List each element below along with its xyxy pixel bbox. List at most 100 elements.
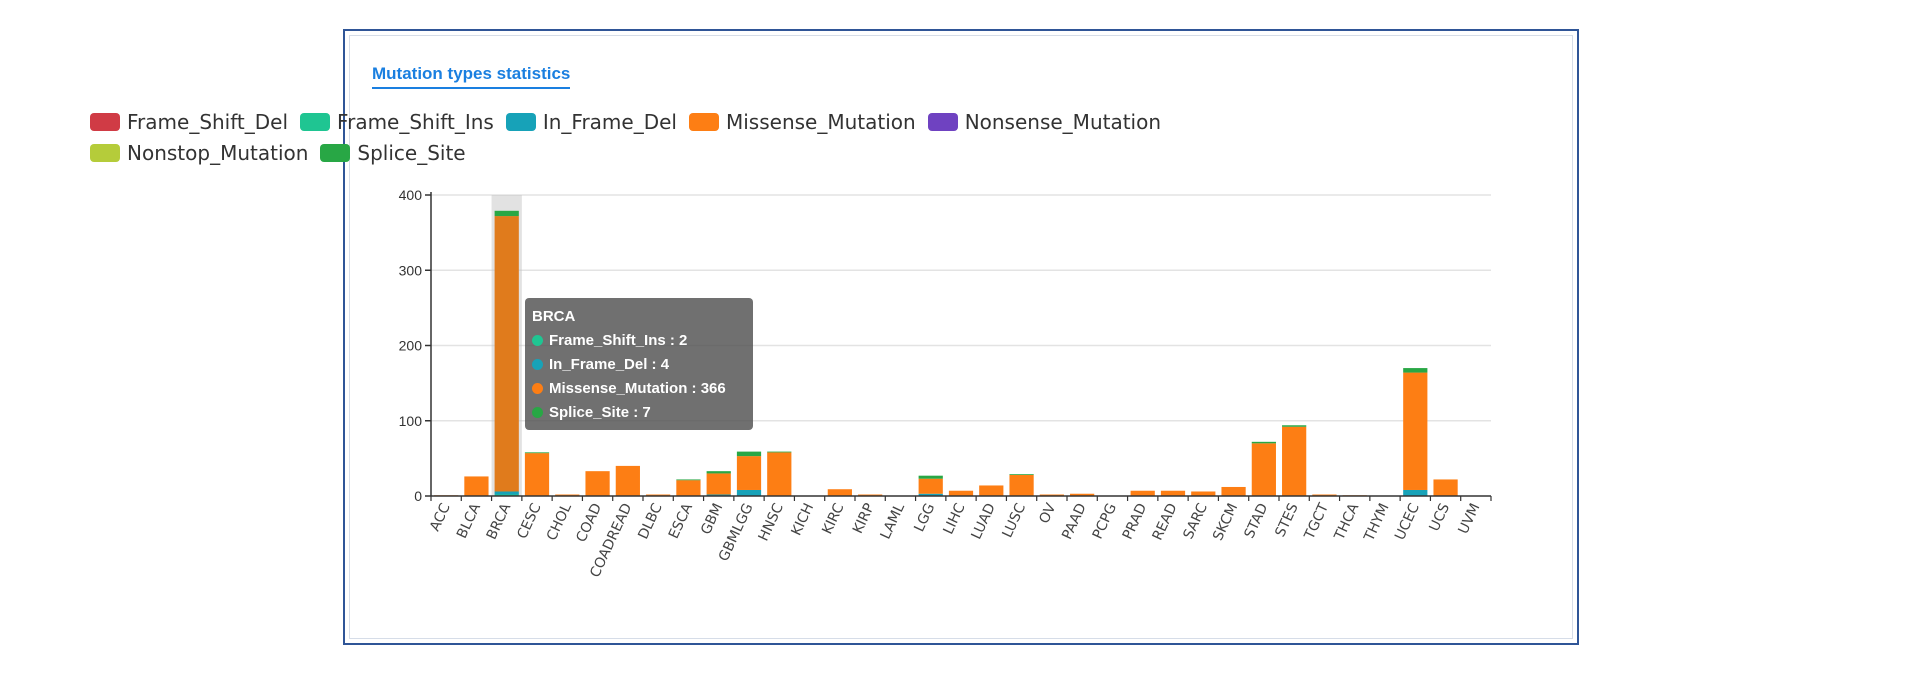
tooltip-dot: [532, 359, 543, 370]
x-tick-label: HNSC: [756, 501, 787, 544]
tooltip-dot: [532, 383, 543, 394]
tooltip-row: Splice_Site : 7: [532, 404, 651, 421]
legend-row-1: Frame_Shift_Del Frame_Shift_Ins In_Frame_D…: [90, 106, 1161, 137]
legend-swatch: [90, 143, 120, 162]
x-tick-label: KICH: [788, 501, 817, 538]
bar-chol-missense_mutation: [555, 494, 580, 496]
x-tick-label: PAAD: [1059, 501, 1090, 542]
legend-label: Frame_Shift_Del: [127, 109, 289, 134]
bar-ucs-missense_mutation: [1433, 479, 1458, 496]
bar-stad-splice_site: [1251, 441, 1276, 444]
x-tick-label: KIRP: [850, 501, 878, 536]
x-tick-label: STES: [1272, 501, 1301, 540]
bar-coadread-missense_mutation: [615, 465, 640, 496]
bar-lgg-in_frame_del: [918, 493, 943, 496]
bar-ov-missense_mutation: [1039, 494, 1064, 496]
legend-item-nonsense_mutation[interactable]: Nonsense_Mutation: [927, 109, 1162, 134]
bar-ucec-in_frame_del: [1403, 489, 1428, 496]
bar-blca-missense_mutation: [464, 476, 489, 496]
legend-item-frame_shift_del[interactable]: Frame_Shift_Del: [90, 110, 288, 134]
x-tick-label: CESC: [514, 501, 544, 542]
legend-label: Nonstop_Mutation: [127, 140, 309, 165]
bar-coad-missense_mutation: [585, 471, 610, 496]
legend-item-in_frame_del[interactable]: In_Frame_Del: [505, 109, 677, 134]
bar-gbm-splice_site: [706, 471, 731, 474]
x-tick-label: COAD: [573, 501, 605, 545]
x-tick-label: LGG: [911, 501, 938, 534]
bar-stad-missense_mutation: [1251, 443, 1276, 496]
bar-lihc-missense_mutation: [948, 490, 974, 496]
legend-swatch: [688, 112, 719, 131]
legend-item-frame_shift_ins[interactable]: Frame_Shift_Ins: [300, 110, 494, 134]
x-tick-label: BLCA: [454, 501, 484, 541]
bar-kirp-missense_mutation: [858, 494, 883, 496]
tooltip-title: BRCA: [532, 308, 576, 325]
x-tick-label: PCPG: [1090, 501, 1120, 542]
bar-gbmlgg-splice_site: [736, 451, 762, 457]
bar-lgg-missense_mutation: [918, 478, 943, 494]
x-tick-label: LUAD: [968, 501, 998, 542]
x-tick-label: ESCA: [666, 501, 696, 542]
x-tick-label: SKCM: [1210, 501, 1241, 543]
x-tick-label: CHOL: [544, 501, 575, 543]
legend-item-nonstop_mutation[interactable]: Nonstop_Mutation: [90, 141, 308, 165]
legend-swatch: [300, 112, 331, 131]
legend-label: Nonsense_Mutation: [964, 109, 1162, 134]
legend-item-splice_site[interactable]: Splice_Site: [320, 140, 466, 165]
x-tick-label: LUSC: [999, 501, 1029, 541]
x-tick-label: BRCA: [484, 501, 515, 543]
x-tick-label: DLBC: [635, 501, 666, 542]
legend-label: In_Frame_Del: [542, 109, 677, 134]
x-tick-label: THYM: [1361, 501, 1393, 545]
bar-brca-frame_shift_ins: [494, 494, 519, 496]
bar-lusc-splice_site: [1009, 474, 1034, 475]
bar-paad-missense_mutation: [1070, 493, 1095, 496]
x-tick-label: LIHC: [941, 501, 969, 537]
bar-luad-missense_mutation: [979, 485, 1004, 496]
panel-inner-border: [349, 35, 1573, 639]
y-tick-label: 300: [399, 262, 423, 278]
x-tick-label: OV: [1036, 501, 1059, 527]
x-tick-label: STAD: [1241, 501, 1271, 541]
tooltip-row: Frame_Shift_Ins : 2: [532, 332, 687, 349]
tooltip-label: In_Frame_Del : 4: [549, 356, 670, 373]
tooltip-dot: [532, 407, 543, 418]
bar-brca-missense_mutation: [494, 216, 519, 492]
legend-swatch: [927, 112, 958, 131]
bar-esca-missense_mutation: [676, 480, 701, 496]
bar-esca-splice_site: [676, 479, 701, 481]
bar-lgg-splice_site: [918, 475, 943, 479]
x-tick-label: PRAD: [1120, 501, 1151, 542]
bar-gbmlgg-in_frame_del: [736, 489, 762, 496]
legend-label: Splice_Site: [357, 140, 466, 165]
legend-swatch: [505, 112, 536, 131]
x-tick-label: READ: [1150, 501, 1181, 543]
x-tick-label: TGCT: [1301, 501, 1332, 543]
x-tick-label: THCA: [1331, 501, 1362, 544]
bar-stes-splice_site: [1282, 425, 1307, 427]
legend-item-missense_mutation[interactable]: Missense_Mutation: [688, 109, 916, 134]
tooltip-label: Missense_Mutation : 366: [549, 380, 726, 397]
x-tick-label: UVM: [1455, 501, 1483, 537]
tooltip-dot: [532, 335, 543, 346]
bar-stes-missense_mutation: [1282, 426, 1307, 496]
bar-hnsc-missense_mutation: [767, 452, 792, 496]
bar-cesc-splice_site: [524, 452, 550, 454]
tooltip-label: Splice_Site : 7: [549, 404, 651, 421]
panel-title: Mutation types statistics: [372, 64, 571, 89]
bar-read-missense_mutation: [1160, 490, 1186, 496]
bar-ucec-missense_mutation: [1403, 372, 1428, 490]
bar-prad-missense_mutation: [1130, 490, 1155, 496]
x-tick-label: UCEC: [1392, 501, 1423, 543]
y-tick-label: 100: [399, 413, 423, 429]
chart-tooltip: BRCA Frame_Shift_Ins : 2 In_Frame_Del : 4…: [525, 298, 753, 430]
legend-swatch: [90, 112, 120, 131]
legend-label: Missense_Mutation: [725, 109, 916, 134]
x-tick-label: GBM: [698, 501, 726, 537]
legend-row-2: Nonstop_Mutation Splice_Site: [90, 137, 1090, 168]
x-tick-label: ACC: [427, 501, 454, 534]
bar-lusc-missense_mutation: [1009, 474, 1034, 496]
y-tick-label: 400: [399, 187, 423, 203]
x-tick-label: SARC: [1181, 501, 1211, 542]
